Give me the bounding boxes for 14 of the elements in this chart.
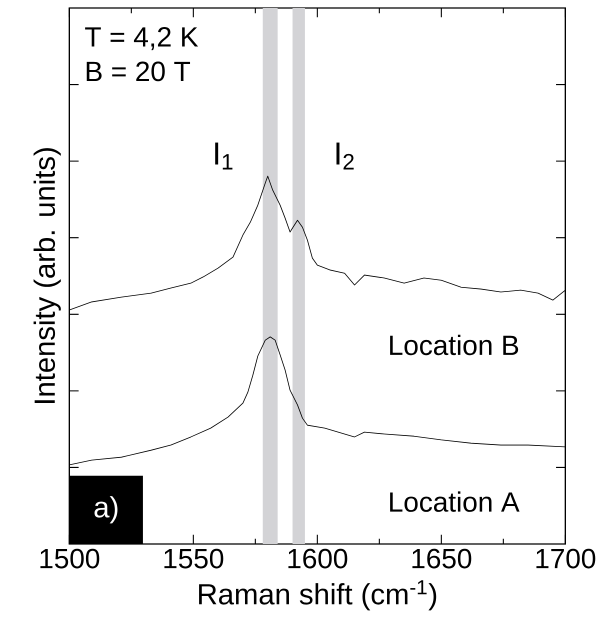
x-tick-label: 1600 — [288, 548, 348, 568]
band-label: I$_{2}$ — [336, 142, 354, 170]
x-tick-label: 1500 — [40, 548, 100, 568]
y-axis-title: Intensity (arb. units) — [34, 148, 61, 403]
x-axis-title: Raman shift (cm$^{-1}$) — [199, 580, 436, 610]
text: B = 20 T — [86, 62, 190, 82]
text: T = 4,2 K — [85, 27, 198, 50]
band-label: I$_{1}$ — [215, 142, 232, 170]
annotation: a) — [94, 496, 118, 524]
x-tick-label: 1650 — [412, 548, 472, 568]
x-tick-label: 1550 — [164, 548, 224, 568]
series-label: Location B — [390, 334, 518, 356]
x-tick-label: 1700 — [536, 548, 596, 568]
series-label: Location A — [390, 491, 520, 512]
